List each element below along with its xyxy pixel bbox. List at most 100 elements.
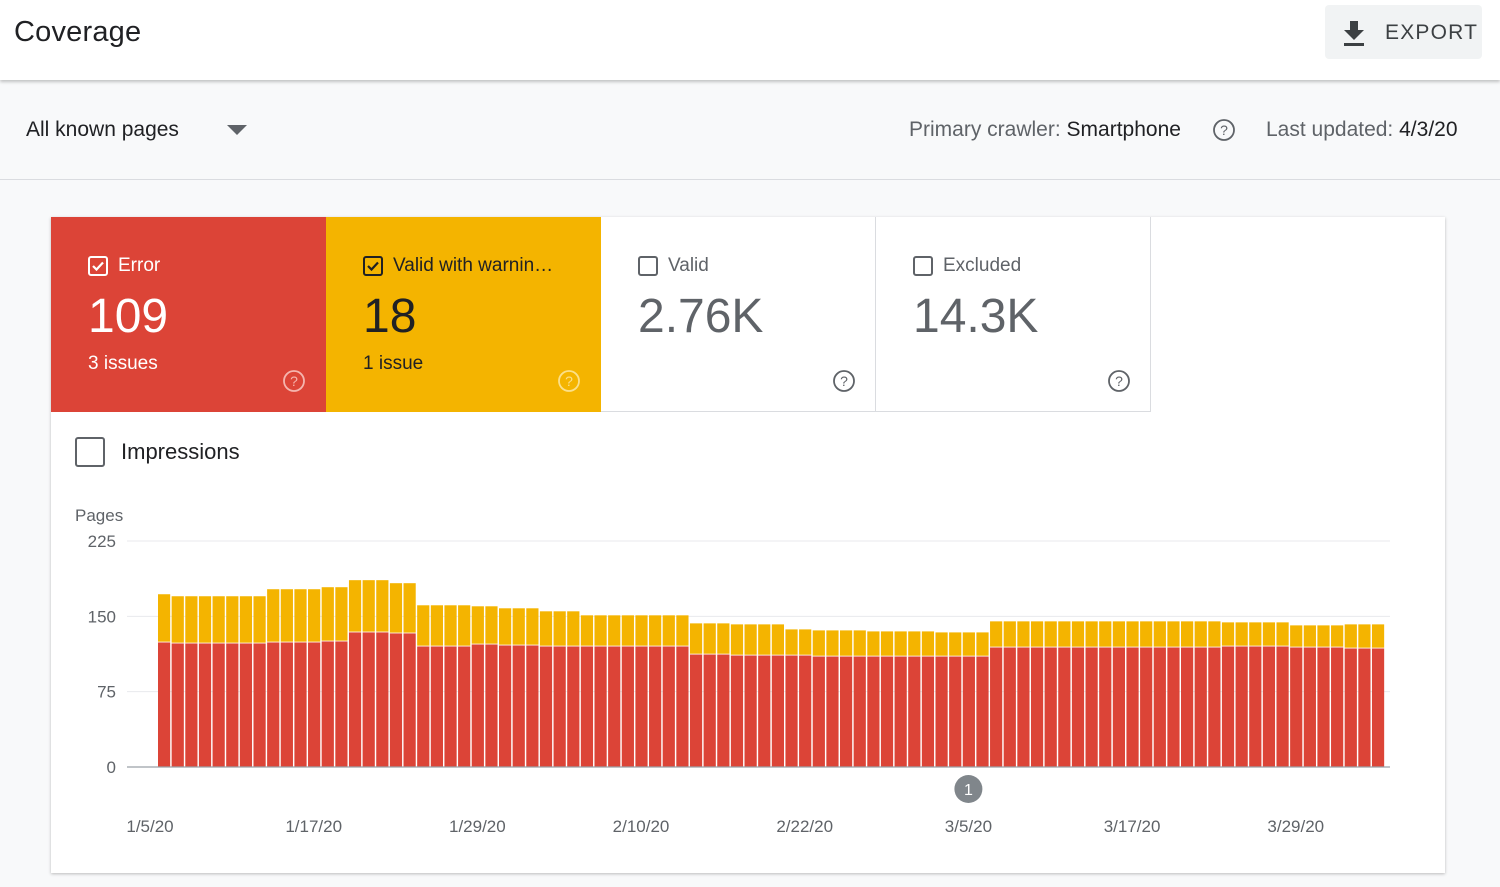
- bar-warning: [580, 615, 594, 646]
- tile-excluded[interactable]: Excluded 14.3K ?: [876, 217, 1151, 412]
- bar-error: [976, 656, 989, 767]
- bar-warning: [949, 632, 962, 656]
- bar-error: [1303, 647, 1316, 767]
- checkbox-unchecked-icon[interactable]: [638, 256, 658, 276]
- svg-text:?: ?: [1115, 373, 1123, 389]
- x-tick-label: 1/17/20: [285, 817, 342, 836]
- bar-warning: [212, 596, 225, 643]
- bar-error: [471, 644, 484, 767]
- page-title: Coverage: [14, 16, 142, 48]
- bar-warning: [908, 631, 921, 656]
- bar-error: [553, 646, 566, 767]
- bar-warning: [485, 606, 498, 644]
- svg-text:?: ?: [290, 373, 298, 389]
- bar-warning: [1058, 621, 1071, 647]
- bar-error: [1181, 647, 1194, 767]
- help-icon[interactable]: ?: [1212, 118, 1236, 142]
- bar-warning: [1208, 621, 1221, 647]
- bar-error: [280, 642, 293, 767]
- bar-error: [812, 656, 825, 767]
- bar-error: [198, 643, 212, 767]
- bar-error: [1030, 647, 1044, 767]
- bar-warning: [662, 615, 675, 646]
- dropdown-arrow-icon: [227, 125, 247, 135]
- bar-error: [785, 655, 798, 767]
- bar-error: [1331, 647, 1344, 767]
- checkbox-unchecked-icon[interactable]: [913, 256, 933, 276]
- bar-warning: [253, 596, 266, 643]
- bar-warning: [1276, 622, 1289, 646]
- bar-error: [499, 645, 512, 767]
- bar-warning: [621, 615, 634, 646]
- bar-error: [853, 656, 866, 767]
- bar-warning: [185, 596, 198, 643]
- bar-error: [840, 656, 853, 767]
- bar-warning: [785, 629, 798, 655]
- bar-warning: [1153, 621, 1166, 647]
- bar-error: [1317, 647, 1330, 767]
- bar-warning: [758, 624, 771, 655]
- bar-warning: [458, 605, 471, 646]
- bar-warning: [744, 624, 757, 655]
- tile-value: 14.3K: [913, 290, 1039, 343]
- bar-error: [1044, 647, 1057, 767]
- checkbox-checked-icon[interactable]: [88, 256, 108, 276]
- impressions-checkbox[interactable]: [75, 437, 105, 467]
- bar-warning: [812, 630, 825, 656]
- bar-error: [867, 656, 880, 767]
- bar-warning: [935, 632, 948, 656]
- bar-warning: [921, 631, 935, 656]
- tile-valid[interactable]: Valid 2.76K ?: [601, 217, 876, 412]
- pages-dropdown[interactable]: All known pages: [26, 118, 247, 142]
- bar-error: [458, 646, 471, 767]
- bar-warning: [526, 608, 539, 645]
- bar-error: [1358, 648, 1371, 767]
- y-tick-label: 0: [107, 758, 116, 777]
- bar-warning: [239, 596, 253, 643]
- tile-error[interactable]: Error 109 3 issues ?: [51, 217, 326, 412]
- bar-error: [908, 656, 921, 767]
- x-tick-label: 3/17/20: [1104, 817, 1161, 836]
- bar-warning: [894, 631, 907, 656]
- export-button[interactable]: EXPORT: [1325, 5, 1482, 59]
- help-icon[interactable]: ?: [282, 369, 306, 393]
- bar-error: [417, 646, 430, 767]
- help-icon[interactable]: ?: [557, 369, 581, 393]
- pages-dropdown-label: All known pages: [26, 118, 179, 141]
- bar-warning: [471, 606, 484, 644]
- bar-warning: [1371, 624, 1385, 648]
- bar-error: [253, 643, 266, 767]
- impressions-toggle[interactable]: Impressions: [75, 437, 240, 467]
- tile-valid-with-warnings[interactable]: Valid with warnin… 18 1 issue ?: [326, 217, 601, 412]
- export-label: EXPORT: [1385, 21, 1479, 44]
- bar-error: [935, 656, 948, 767]
- bar-error: [649, 646, 662, 767]
- x-tick-label: 3/5/20: [945, 817, 992, 836]
- bar-warning: [771, 624, 784, 655]
- bar-warning: [880, 631, 894, 656]
- bar-error: [1126, 647, 1139, 767]
- bar-error: [376, 632, 389, 767]
- annotation-label: 1: [964, 782, 973, 799]
- bar-warning: [1030, 621, 1044, 647]
- help-icon[interactable]: ?: [1107, 369, 1131, 393]
- y-tick-label: 150: [88, 607, 116, 626]
- help-icon[interactable]: ?: [832, 369, 856, 393]
- checkbox-checked-icon[interactable]: [363, 256, 383, 276]
- x-tick-label: 3/29/20: [1267, 817, 1324, 836]
- x-tick-label: 2/10/20: [613, 817, 670, 836]
- bar-error: [826, 656, 839, 767]
- tile-value: 18: [363, 290, 417, 343]
- bar-error: [594, 646, 607, 767]
- bar-warning: [1126, 621, 1139, 647]
- coverage-chart: Pages 0 75 150 225 1/5/20 1/17/20 1/29/20 2/10/2…: [75, 506, 1390, 836]
- bar-warning: [1303, 625, 1316, 647]
- bar-error: [430, 646, 443, 767]
- bar-error: [294, 642, 307, 767]
- bar-error: [799, 655, 812, 767]
- download-icon: [1344, 21, 1364, 46]
- bar-error: [444, 646, 457, 767]
- bar-warning: [539, 611, 553, 646]
- filter-bar: All known pages Primary crawler: Smartph…: [0, 80, 1500, 180]
- bar-warning: [553, 611, 566, 646]
